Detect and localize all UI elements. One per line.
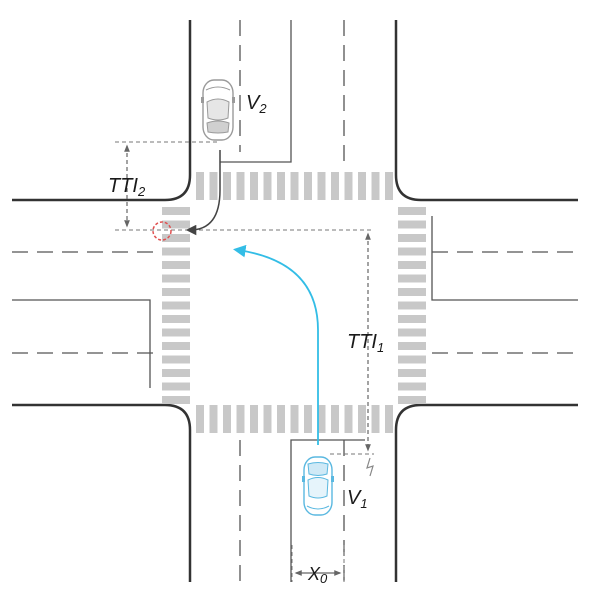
crosswalk-stripe — [317, 172, 326, 200]
vehicle-v2-icon — [201, 79, 235, 141]
crosswalk-stripe — [398, 288, 426, 296]
crosswalk-stripe — [398, 247, 426, 256]
crosswalk-stripe — [358, 172, 366, 200]
lane-lines — [12, 20, 578, 582]
label-tti1: TTI1 — [347, 331, 384, 355]
crosswalk-stripe — [277, 405, 285, 433]
label-tti2: TTI2 — [108, 175, 146, 199]
crosswalk-stripe — [162, 328, 190, 337]
crosswalk-stripe — [398, 342, 426, 350]
crosswalk-stripe — [398, 234, 426, 242]
crosswalk-north — [196, 172, 393, 200]
south-lane-box — [290, 439, 365, 582]
crosswalk-stripe — [304, 172, 312, 200]
vehicle-v1-icon — [302, 456, 334, 516]
crosswalk-stripe — [209, 405, 218, 433]
curb-top-left — [12, 20, 192, 202]
curb-bottom-right — [394, 403, 578, 582]
crosswalk-stripe — [277, 172, 285, 200]
curb-bottom-left — [12, 403, 192, 582]
crosswalk-stripe — [223, 405, 231, 433]
curb-top-right — [394, 20, 578, 202]
crosswalk-stripe — [162, 301, 190, 310]
crosswalk-stripe — [358, 405, 366, 433]
crosswalk-stripe — [263, 405, 272, 433]
crosswalk-stripe — [398, 369, 426, 377]
crosswalk-stripe — [162, 220, 190, 229]
crosswalk-stripe — [398, 261, 426, 269]
crosswalk-stripe — [344, 405, 353, 433]
crosswalk-east — [398, 207, 426, 404]
reference-lines — [115, 141, 374, 582]
label-v1: V1 — [347, 487, 368, 511]
crosswalk-stripe — [398, 220, 426, 229]
crosswalk-stripe — [162, 396, 190, 404]
crosswalk-stripe — [162, 382, 190, 391]
crosswalk-stripe — [250, 172, 258, 200]
crosswalk-stripe — [162, 207, 190, 215]
crosswalk-stripe — [385, 405, 393, 433]
road-edges — [12, 20, 578, 582]
crosswalk-stripe — [162, 315, 190, 323]
crosswalk-stripe — [196, 172, 204, 200]
crosswalk-stripe — [398, 396, 426, 404]
crosswalk-stripe — [290, 172, 299, 200]
ego-path-arrow — [233, 244, 319, 445]
label-v2: V2 — [246, 92, 267, 116]
label-x0: X0 — [307, 564, 328, 586]
crosswalk-stripe — [371, 172, 380, 200]
west-lane-box — [12, 299, 151, 388]
crosswalk-south — [196, 405, 393, 433]
crosswalk-stripe — [398, 207, 426, 215]
crosswalk-stripe — [317, 405, 326, 433]
crosswalk-stripe — [385, 172, 393, 200]
north-lane-box — [220, 20, 292, 163]
crosswalk-stripe — [250, 405, 258, 433]
crosswalk-stripe — [209, 172, 218, 200]
crosswalk-stripe — [162, 342, 190, 350]
crosswalk-stripe — [371, 405, 380, 433]
crosswalk-stripe — [331, 405, 339, 433]
crosswalk-stripe — [162, 247, 190, 256]
crosswalk-stripe — [263, 172, 272, 200]
crosswalk-stripe — [398, 328, 426, 337]
crosswalk-stripe — [162, 274, 190, 283]
crosswalk-stripe — [304, 405, 312, 433]
crosswalk-stripe — [162, 261, 190, 269]
crosswalk-stripe — [162, 355, 190, 364]
crosswalk-stripe — [398, 301, 426, 310]
signal-marker-icon — [366, 457, 374, 477]
crosswalk-stripe — [331, 172, 339, 200]
crosswalk-stripe — [398, 274, 426, 283]
crosswalk-stripe — [236, 405, 245, 433]
crosswalk-stripe — [162, 369, 190, 377]
crosswalk-west — [162, 207, 190, 404]
crosswalk-stripe — [290, 405, 299, 433]
crosswalk-stripe — [398, 355, 426, 364]
conflict-point-icon — [152, 221, 172, 241]
crosswalk-stripe — [236, 172, 245, 200]
dashed-lane-markings — [12, 20, 578, 582]
crosswalk-stripe — [398, 382, 426, 391]
crosswalk-stripe — [344, 172, 353, 200]
crosswalk-stripe — [162, 234, 190, 242]
crosswalk-stripe — [196, 405, 204, 433]
v2-path — [185, 150, 221, 236]
crosswalk-stripe — [223, 172, 231, 200]
east-lane-box — [431, 216, 578, 301]
crosswalk-stripe — [162, 288, 190, 296]
crosswalk-stripe — [398, 315, 426, 323]
